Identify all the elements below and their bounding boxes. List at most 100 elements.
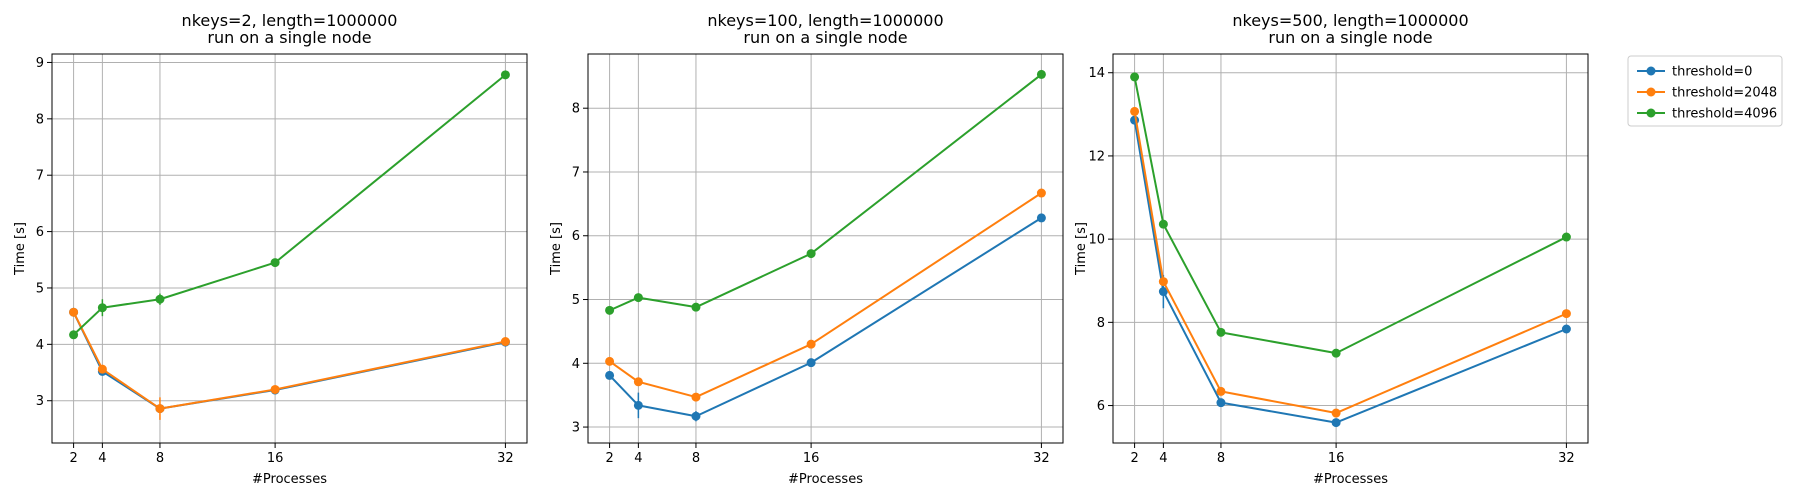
x-tick-label: 16 [1328, 451, 1345, 466]
y-tick-label: 6 [1097, 399, 1105, 414]
series-line [1133, 119, 1567, 424]
x-tick-label: 16 [267, 451, 284, 466]
data-point [1216, 327, 1226, 337]
series-threshold=4096 [69, 70, 510, 340]
y-tick-label: 8 [1097, 316, 1105, 331]
legend-swatch-marker [1646, 87, 1656, 97]
y-tick-label: 6 [572, 229, 580, 244]
legend-entry: threshold=0 [1637, 65, 1752, 80]
series-threshold=4096 [1130, 72, 1571, 358]
data-point [691, 411, 701, 421]
data-point [69, 330, 79, 340]
legend-frame [1627, 55, 1783, 127]
data-point [1561, 324, 1571, 334]
series-threshold=2048 [69, 307, 510, 420]
chart-title: nkeys=500, length=1000000 [1232, 11, 1468, 30]
data-point [633, 400, 643, 410]
series-line [608, 217, 1042, 418]
data-point [1216, 386, 1226, 396]
x-tick-label: 32 [497, 451, 514, 466]
x-tick-label: 2 [69, 451, 77, 466]
x-tick-label: 2 [1130, 451, 1138, 466]
data-point [605, 370, 615, 380]
x-tick-label: 4 [634, 451, 642, 466]
x-tick-label: 4 [1159, 451, 1167, 466]
series-threshold=2048 [605, 188, 1046, 402]
data-point [1158, 277, 1168, 287]
data-point [500, 70, 510, 80]
data-point [155, 404, 165, 414]
x-axis-label: #Processes [1313, 472, 1388, 487]
data-point [1036, 188, 1046, 198]
y-axis-label: Time [s] [549, 222, 564, 276]
series-line [609, 73, 1043, 312]
y-tick-label: 3 [36, 394, 44, 409]
data-point [806, 249, 816, 259]
legend-entry: threshold=4096 [1637, 107, 1777, 122]
data-point [1130, 106, 1140, 116]
series-threshold=0 [605, 213, 1046, 422]
y-tick-label: 4 [36, 338, 44, 353]
data-point [1158, 219, 1168, 229]
chart-subtitle: run on a single node [207, 28, 371, 47]
data-point [270, 384, 280, 394]
data-point [270, 258, 280, 268]
series-line [72, 74, 507, 336]
data-point [1331, 418, 1341, 428]
y-tick-label: 3 [572, 421, 580, 436]
data-point [806, 339, 816, 349]
y-tick-label: 12 [1088, 149, 1105, 164]
y-tick-label: 8 [572, 102, 580, 117]
y-tick-label: 7 [36, 169, 44, 184]
y-tick-label: 9 [36, 56, 44, 71]
chart-panel-1: 2 4 8 16 32 3 4 5 6 7 8 9 nkeys=2, length=1000000 r… [13, 11, 528, 487]
axes-frame [587, 53, 1064, 444]
data-point [1036, 213, 1046, 223]
x-tick-label: 32 [1033, 451, 1050, 466]
series-line [609, 192, 1042, 399]
x-axis-label: #Processes [252, 472, 327, 487]
data-point [1130, 72, 1140, 82]
x-tick-label: 16 [803, 451, 820, 466]
data-point [1036, 69, 1046, 79]
series-threshold=0 [1130, 115, 1571, 428]
legend-label: threshold=4096 [1672, 107, 1777, 122]
series-threshold=0 [69, 307, 510, 414]
data-point [1561, 309, 1571, 319]
chart-subtitle: run on a single node [743, 28, 907, 47]
legend-label: threshold=2048 [1672, 86, 1777, 101]
y-tick-label: 7 [572, 165, 580, 180]
data-point [1331, 408, 1341, 418]
chart-subtitle: run on a single node [1268, 28, 1432, 47]
data-point [806, 358, 816, 368]
chart-title: nkeys=2, length=1000000 [182, 11, 398, 30]
y-tick-label: 5 [572, 293, 580, 308]
y-tick-label: 14 [1088, 66, 1105, 81]
y-tick-label: 8 [36, 112, 44, 127]
data-point [1331, 348, 1341, 358]
legend-label: threshold=0 [1672, 65, 1752, 80]
x-tick-label: 2 [605, 451, 613, 466]
series-threshold=4096 [605, 69, 1046, 315]
chart-panel-3: 2 4 8 16 32 6 8 10 12 14 nkeys=500, length=100000… [1074, 11, 1589, 487]
data-point [1158, 287, 1168, 297]
series-line [72, 311, 506, 410]
plot-area [1113, 54, 1588, 443]
y-tick-label: 6 [36, 225, 44, 240]
series-threshold=2048 [1130, 106, 1571, 418]
data-point [69, 307, 79, 317]
y-axis-label: Time [s] [1074, 222, 1089, 276]
y-tick-label: 4 [572, 357, 580, 372]
x-axis-label: #Processes [788, 472, 863, 487]
x-tick-label: 8 [1217, 451, 1225, 466]
chart-title: nkeys=100, length=1000000 [707, 11, 943, 30]
legend-entry: threshold=2048 [1637, 86, 1777, 101]
data-point [97, 364, 107, 374]
y-tick-label: 5 [36, 281, 44, 296]
data-point [1216, 398, 1226, 408]
data-point [691, 392, 701, 402]
x-tick-label: 8 [156, 451, 164, 466]
x-tick-label: 32 [1558, 451, 1575, 466]
